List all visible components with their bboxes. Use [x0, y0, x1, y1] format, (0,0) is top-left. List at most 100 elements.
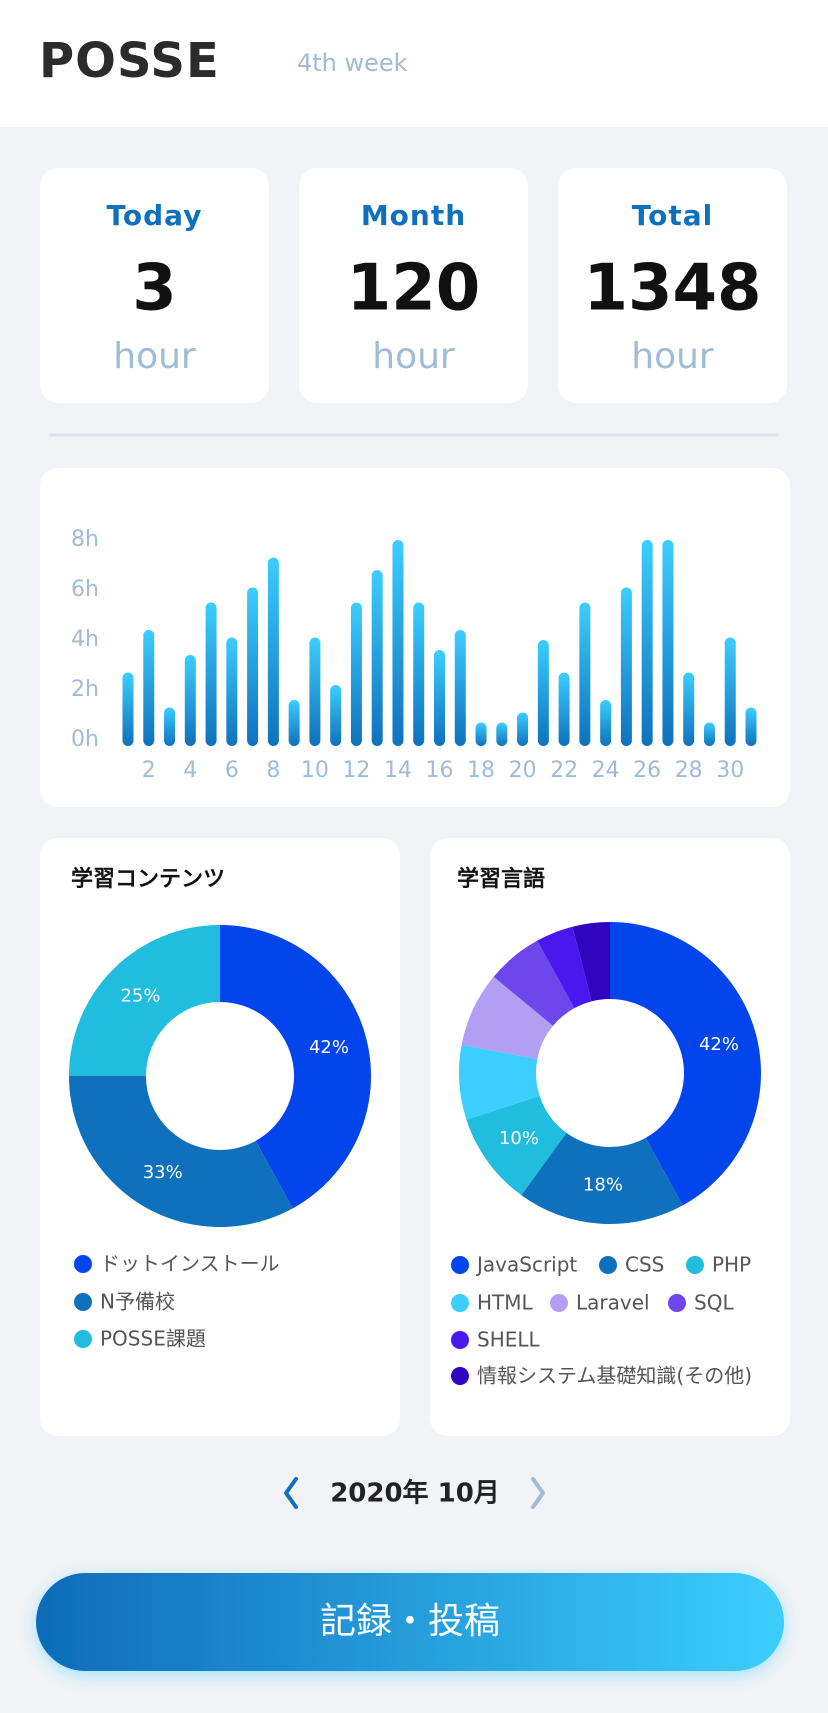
legend-dot [451, 1256, 469, 1274]
x-tick-label: 18 [467, 758, 495, 783]
bar [745, 707, 757, 746]
legend-label: PHP [712, 1253, 751, 1277]
legend-dot [451, 1367, 469, 1385]
bar [683, 672, 695, 746]
language-title: 学習言語 [457, 866, 545, 892]
bar [226, 637, 238, 746]
legend-label: JavaScript [475, 1253, 577, 1277]
x-tick-label: 22 [550, 758, 578, 783]
bar [434, 650, 445, 746]
bar [579, 602, 591, 746]
legend-dot [451, 1294, 469, 1312]
legend-label: Laravel [576, 1291, 650, 1315]
x-tick-label: 12 [342, 758, 370, 783]
bar [164, 707, 176, 746]
bar [475, 722, 487, 746]
donut-slice [220, 925, 371, 1209]
bar [620, 587, 632, 746]
legend-label: ドットインストール [100, 1252, 280, 1276]
legend-label: HTML [477, 1291, 534, 1315]
bar [703, 722, 715, 746]
stat-label: Total [632, 199, 714, 232]
legend-dot [686, 1256, 704, 1274]
x-tick-label: 2 [142, 758, 156, 783]
bar [143, 630, 155, 746]
bar [454, 630, 466, 746]
bar [288, 700, 300, 746]
record-button[interactable]: 記録・投稿 [36, 1573, 784, 1671]
button-bg[interactable] [36, 1573, 784, 1671]
bar [641, 540, 653, 746]
legend-dot [550, 1294, 568, 1312]
x-tick-label: 28 [675, 758, 703, 783]
legend-label: CSS [625, 1253, 664, 1277]
bar [122, 672, 134, 746]
x-tick-label: 26 [633, 758, 661, 783]
bar [205, 602, 217, 746]
logo: POSSE [39, 33, 220, 89]
stat-unit: hour [372, 336, 455, 377]
stat-value: 1348 [583, 252, 761, 326]
donut-slice [466, 1095, 567, 1196]
donut-slice [69, 925, 220, 1076]
legend-dot [74, 1293, 92, 1311]
bar [662, 540, 674, 746]
button-label[interactable]: 記録・投稿 [320, 1601, 500, 1642]
stat-card [40, 168, 269, 403]
legend-dot [451, 1331, 469, 1349]
legend-label: SQL [694, 1291, 734, 1315]
slice-label: 42% [699, 1034, 739, 1055]
legend-label: N予備校 [100, 1290, 175, 1314]
stat-value: 120 [347, 252, 481, 326]
y-tick-label: 8h [71, 527, 99, 552]
slice-label: 33% [143, 1162, 183, 1183]
stat-label: Today [107, 199, 203, 232]
y-tick-label: 0h [71, 727, 99, 752]
stat-value: 3 [132, 252, 177, 326]
bar [330, 685, 342, 746]
bar [558, 672, 570, 746]
next-month[interactable] [531, 1477, 545, 1509]
bar [247, 587, 259, 746]
slice-label: 42% [309, 1037, 349, 1058]
donut-slice [572, 922, 610, 1002]
bar [537, 640, 549, 746]
bar [392, 540, 404, 746]
week-label: 4th week [297, 49, 408, 77]
month-label: 2020年 10月 [330, 1478, 500, 1509]
x-tick-label: 24 [592, 758, 620, 783]
bar [309, 637, 321, 746]
legend-dot [74, 1255, 92, 1273]
donut-slice [537, 926, 592, 1009]
x-tick-label: 20 [509, 758, 537, 783]
x-tick-label: 6 [225, 758, 239, 783]
y-tick-label: 2h [71, 677, 99, 702]
bar [517, 712, 529, 746]
x-tick-label: 14 [384, 758, 412, 783]
slice-label: 10% [499, 1128, 539, 1149]
donut-slice [521, 1132, 683, 1224]
legend-label: SHELL [477, 1328, 541, 1352]
x-tick-label: 30 [716, 758, 744, 783]
bar [371, 570, 383, 746]
legend-label: POSSE課題 [100, 1327, 206, 1351]
prev-month[interactable] [284, 1477, 298, 1509]
slice-label: 18% [583, 1174, 623, 1195]
legend-dot [74, 1330, 92, 1348]
donut-slice [493, 940, 575, 1026]
bar [267, 557, 279, 746]
bar [600, 700, 612, 746]
header [0, 0, 828, 127]
bar [496, 722, 508, 746]
stat-unit: hour [631, 336, 714, 377]
stat-unit: hour [113, 336, 196, 377]
stat-card [558, 168, 787, 403]
stat-label: Month [361, 199, 466, 232]
stat-card [299, 168, 528, 403]
slice-label: 25% [120, 985, 160, 1006]
content-title: 学習コンテンツ [71, 866, 225, 892]
bar [184, 655, 196, 746]
bar [413, 602, 425, 746]
